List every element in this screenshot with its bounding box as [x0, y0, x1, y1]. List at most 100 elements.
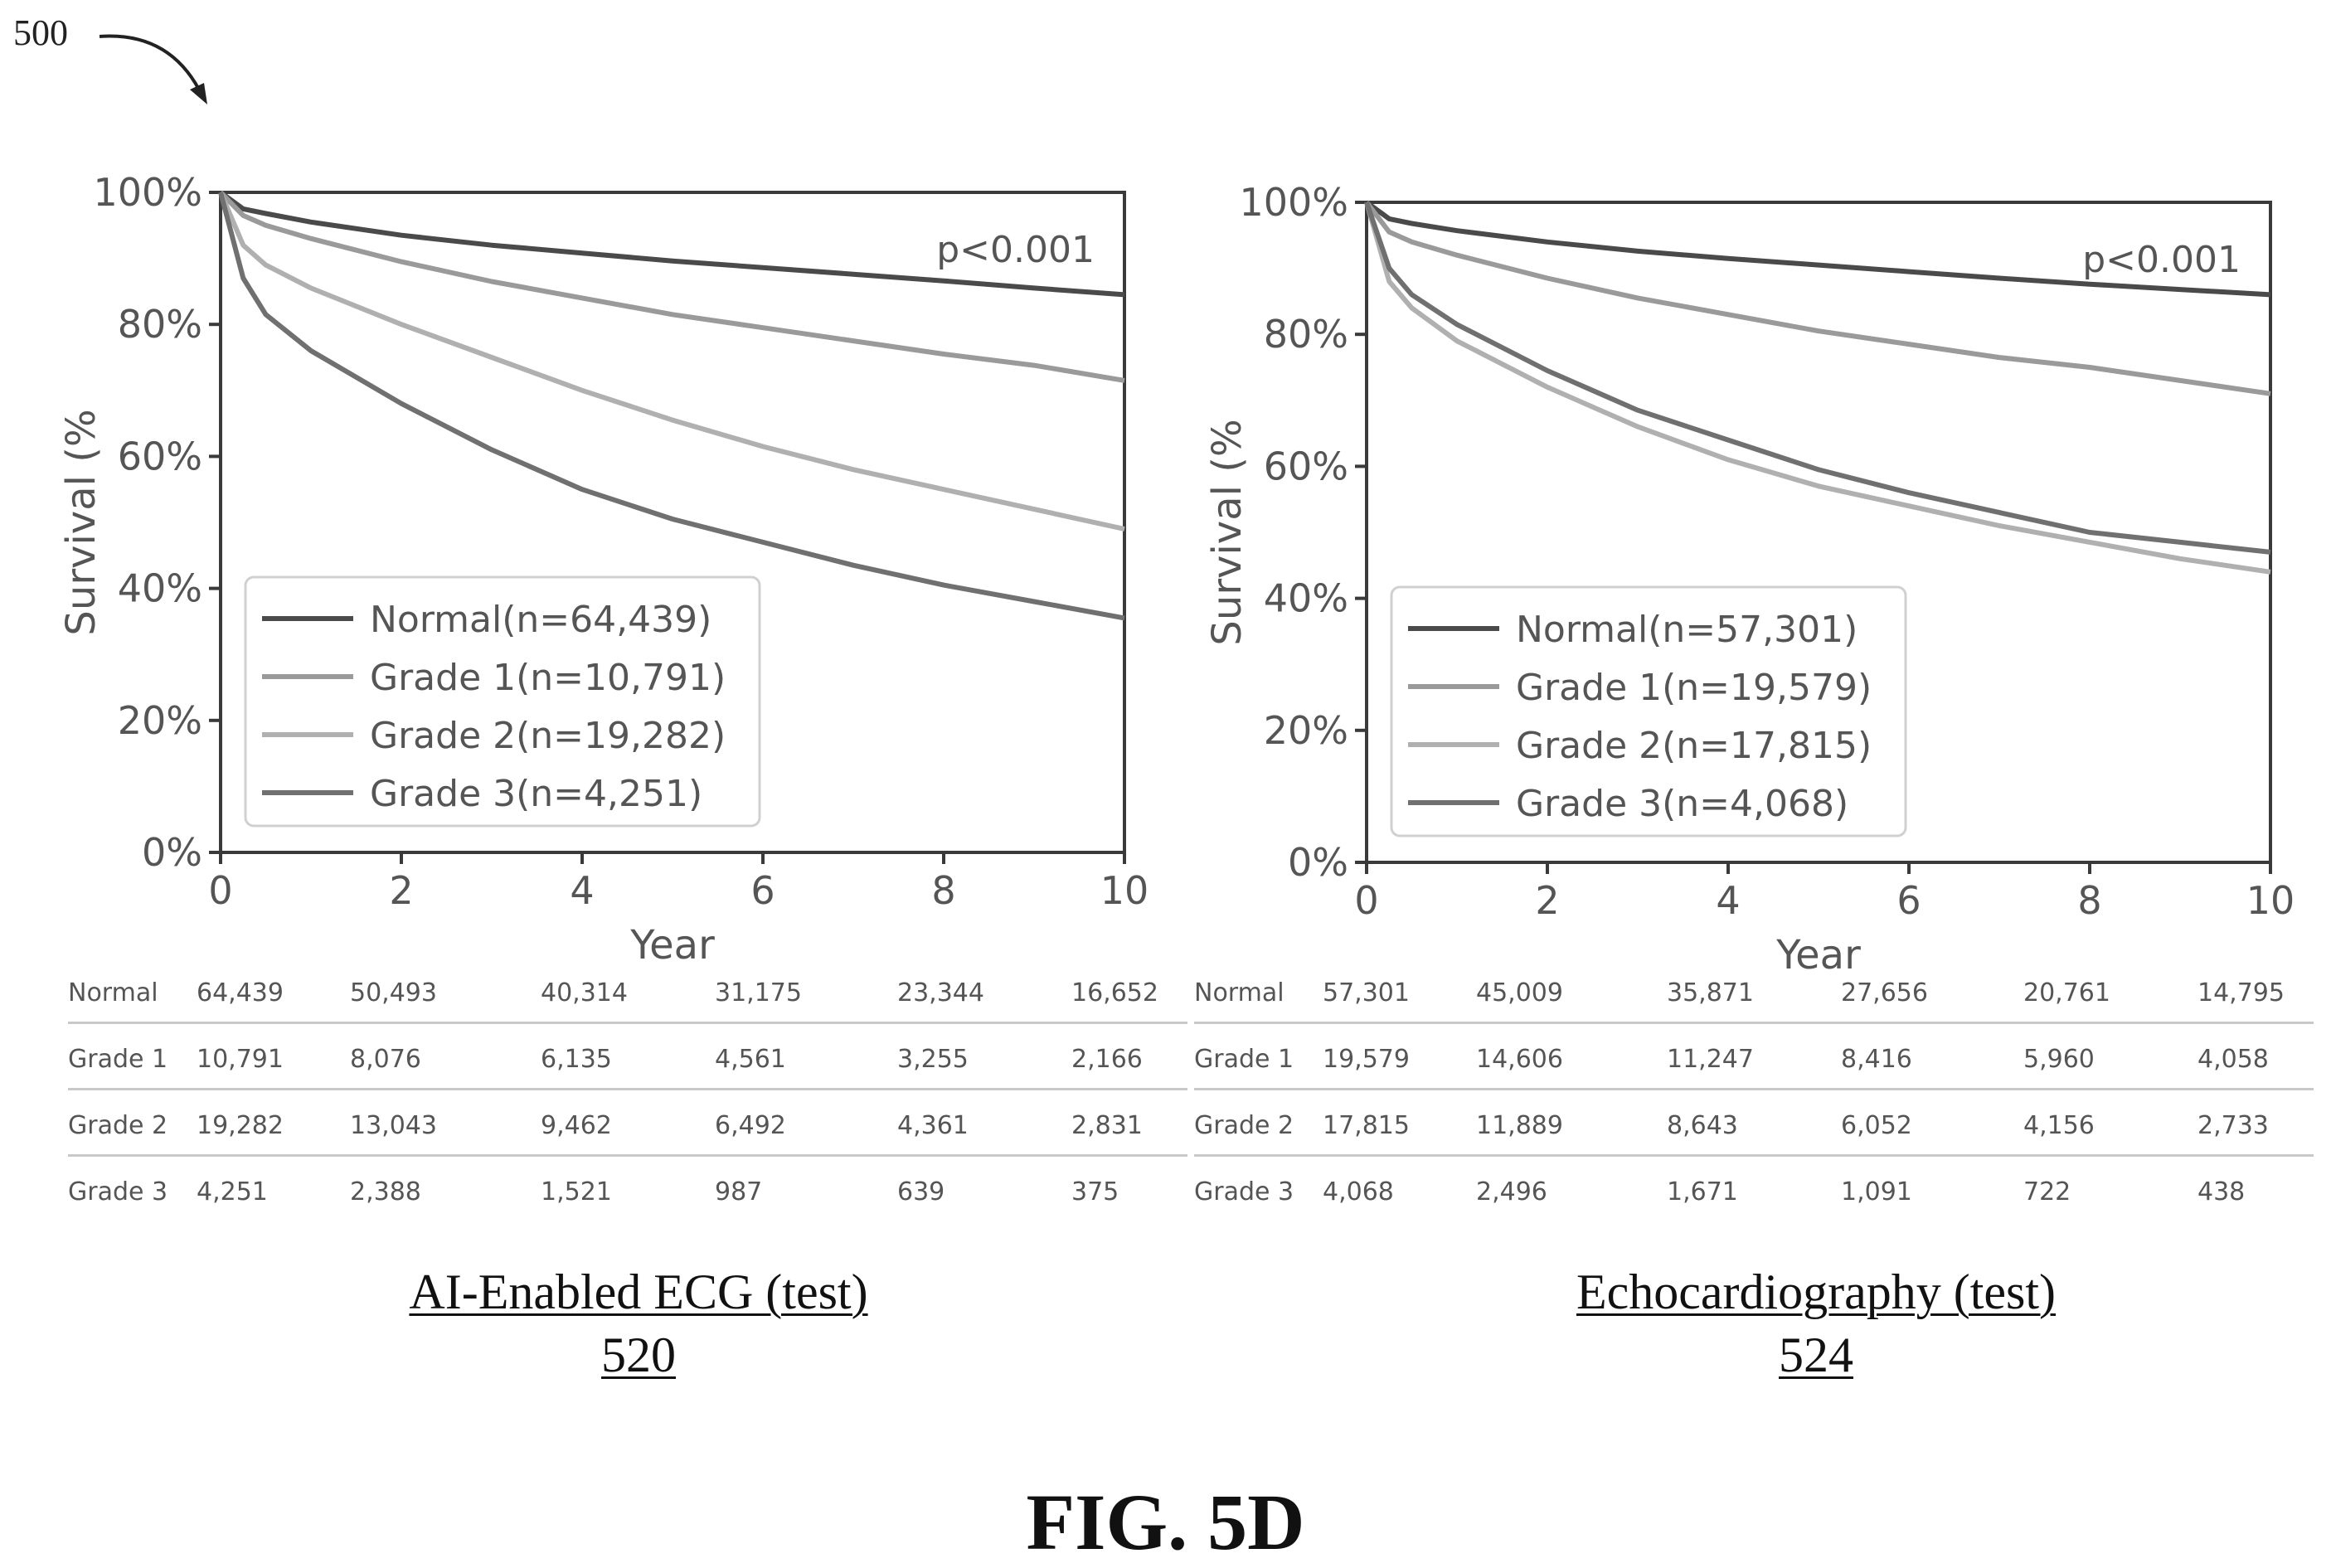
table-row-label: Grade 2 — [68, 1111, 168, 1140]
x-tick-label: 4 — [1716, 878, 1740, 923]
y-tick-label: 80% — [118, 302, 202, 347]
at-risk-table-ecg: Normal 64,439 50,493 40,314 31,175 23,344 16,6… — [68, 970, 1196, 1206]
y-tick-label: 60% — [1264, 444, 1348, 488]
legend-entry-3: Grade 2(n=19,282) — [370, 715, 726, 757]
table-cell: 10,791 — [197, 1045, 284, 1074]
legend-entry-4: Grade 3(n=4,068) — [1516, 783, 1848, 825]
figure-ref-numeral: 500 — [13, 12, 68, 53]
x-tick-label: 8 — [2077, 878, 2101, 923]
table-cell: 20,761 — [2023, 978, 2110, 1007]
table-cell: 35,871 — [1667, 978, 1754, 1007]
legend-entry-2: Grade 1(n=19,579) — [1516, 667, 1872, 709]
table-cell: 14,606 — [1476, 1045, 1563, 1074]
table-cell: 1,521 — [541, 1177, 612, 1206]
table-row: Grade 3 4,068 2,496 1,671 1,091 722 438 — [1194, 1169, 2322, 1211]
y-tick-label: 0% — [1288, 840, 1348, 885]
table-cell: 23,344 — [897, 978, 984, 1007]
table-divider — [68, 1088, 1187, 1090]
table-cell: 6,052 — [1841, 1111, 1912, 1140]
table-cell: 57,301 — [1323, 978, 1410, 1007]
table-cell: 17,815 — [1323, 1111, 1410, 1140]
table-cell: 5,960 — [2023, 1045, 2095, 1074]
table-row-label: Grade 3 — [1194, 1177, 1294, 1206]
table-row-label: Grade 1 — [1194, 1045, 1294, 1074]
table-cell: 8,076 — [350, 1045, 421, 1074]
table-cell: 4,058 — [2197, 1045, 2269, 1074]
table-row-label: Grade 3 — [68, 1177, 168, 1206]
x-tick-label: 0 — [208, 868, 232, 913]
x-tick-label: 6 — [1896, 878, 1921, 923]
x-tick-label: 4 — [570, 868, 594, 913]
y-axis-label: Survival (% — [58, 409, 104, 635]
table-cell: 4,156 — [2023, 1111, 2095, 1140]
table-cell: 64,439 — [197, 978, 284, 1007]
table-row: Normal 57,301 45,009 35,871 27,656 20,761 14,7… — [1194, 970, 2322, 1012]
table-row-label: Grade 2 — [1194, 1111, 1294, 1140]
legend-box — [1390, 585, 1907, 837]
table-cell: 11,247 — [1667, 1045, 1754, 1074]
p-value-annotation: p<0.001 — [936, 229, 1095, 271]
y-tick-label: 20% — [1264, 708, 1348, 753]
y-tick-label: 0% — [142, 830, 202, 875]
table-cell: 50,493 — [350, 978, 437, 1007]
table-cell: 639 — [897, 1177, 945, 1206]
legend-entry-2: Grade 1(n=10,791) — [370, 657, 726, 699]
x-tick-label: 6 — [750, 868, 775, 913]
table-cell: 11,889 — [1476, 1111, 1563, 1140]
table-row: Grade 3 4,251 2,388 1,521 987 639 375 — [68, 1169, 1196, 1211]
series-line-4 — [218, 192, 1125, 621]
table-cell: 2,831 — [1071, 1111, 1143, 1140]
caption-ref-ecg: 520 — [601, 1328, 676, 1382]
table-cell: 19,579 — [1323, 1045, 1410, 1074]
table-row-label: Grade 1 — [68, 1045, 168, 1074]
table-cell: 6,135 — [541, 1045, 612, 1074]
caption-title-ecg: AI-Enabled ECG (test) — [409, 1265, 868, 1319]
p-value-annotation: p<0.001 — [2082, 239, 2241, 281]
table-cell: 1,671 — [1667, 1177, 1738, 1206]
x-tick-label: 2 — [389, 868, 413, 913]
table-cell: 2,166 — [1071, 1045, 1143, 1074]
legend-box — [244, 575, 761, 828]
survival-chart-echo: 0% 20% 40% 60% 80% 100% 0 2 4 6 8 10 Year Survival (%… — [1204, 180, 2295, 978]
table-cell: 1,091 — [1841, 1177, 1912, 1206]
figure-label: FIG. 5D — [1026, 1478, 1305, 1566]
y-tick-label: 80% — [1264, 312, 1348, 357]
table-cell: 987 — [715, 1177, 763, 1206]
x-axis-label: Year — [629, 922, 715, 968]
y-axis-label: Survival (% — [1204, 419, 1250, 645]
table-row: Normal 64,439 50,493 40,314 31,175 23,344 16,6… — [68, 970, 1196, 1012]
table-row: Grade 1 10,791 8,076 6,135 4,561 3,255 2,166 — [68, 1036, 1196, 1078]
series-line-2 — [1364, 201, 2271, 396]
table-cell: 3,255 — [897, 1045, 969, 1074]
series-line-2 — [218, 190, 1125, 383]
x-axis-label: Year — [1775, 932, 1861, 978]
legend-entry-3: Grade 2(n=17,815) — [1516, 725, 1872, 767]
table-cell: 2,733 — [2197, 1111, 2269, 1140]
table-cell: 2,388 — [350, 1177, 421, 1206]
table-divider — [68, 1154, 1187, 1157]
table-row-label: Normal — [68, 978, 158, 1007]
table-divider — [1194, 1154, 2314, 1157]
at-risk-table-echo: Normal 57,301 45,009 35,871 27,656 20,761 14,7… — [1194, 970, 2322, 1206]
table-cell: 14,795 — [2197, 978, 2285, 1007]
table-cell: 4,251 — [197, 1177, 268, 1206]
survival-chart-ecg: 0% 20% 40% 60% 80% 100% 0 2 4 6 8 10 Year Survival (%… — [58, 170, 1149, 968]
caption-ref-echo: 524 — [1779, 1328, 1853, 1382]
table-cell: 375 — [1071, 1177, 1119, 1206]
caption-title-echo: Echocardiography (test) — [1576, 1265, 2057, 1319]
legend-entry-4: Grade 3(n=4,251) — [370, 773, 702, 815]
y-tick-label: 60% — [118, 434, 202, 478]
table-row: Grade 2 19,282 13,043 9,462 6,492 4,361 2,831 — [68, 1103, 1196, 1144]
table-cell: 45,009 — [1476, 978, 1563, 1007]
x-tick-label: 0 — [1354, 878, 1378, 923]
series-line-3 — [218, 191, 1125, 532]
table-cell: 16,652 — [1071, 978, 1158, 1007]
y-tick-label: 100% — [1239, 180, 1348, 225]
x-tick-label: 10 — [2246, 878, 2295, 923]
table-cell: 6,492 — [715, 1111, 786, 1140]
y-tick-label: 40% — [118, 566, 202, 611]
table-cell: 438 — [2197, 1177, 2246, 1206]
table-cell: 2,496 — [1476, 1177, 1547, 1206]
caption-ecg: AI-Enabled ECG (test) 520 — [274, 1260, 1003, 1386]
plot-frame — [219, 191, 1126, 854]
